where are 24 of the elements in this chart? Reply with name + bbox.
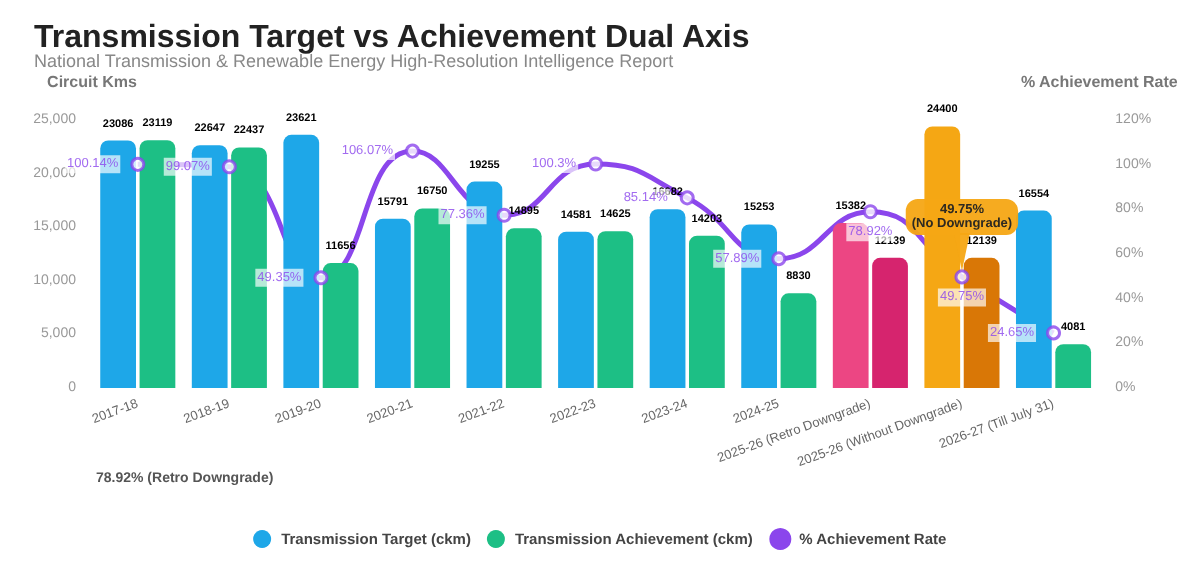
bar <box>374 218 411 388</box>
y2-axis-title: % Achievement Rate <box>1020 73 1179 91</box>
bar <box>780 293 817 388</box>
point <box>771 251 787 267</box>
y-axis-title: Circuit Kms <box>47 73 138 91</box>
bar <box>1055 344 1092 388</box>
point <box>221 159 237 175</box>
point <box>862 204 878 220</box>
bar <box>649 209 686 388</box>
bar <box>505 228 542 388</box>
chart-title: Transmission Target vs Achievement Dual Axis <box>34 21 750 55</box>
chart-subtitle: National Transmission & Renewable Energy High-Resolution Intelligence Report <box>34 51 675 71</box>
point <box>588 156 604 172</box>
bar <box>872 257 908 388</box>
point <box>130 156 146 172</box>
point <box>679 190 695 206</box>
bar <box>322 263 359 388</box>
point <box>313 270 329 286</box>
point <box>405 143 421 159</box>
point <box>496 207 512 223</box>
bar <box>558 231 594 388</box>
point <box>1046 325 1062 341</box>
point <box>954 269 970 285</box>
bar <box>597 231 634 388</box>
